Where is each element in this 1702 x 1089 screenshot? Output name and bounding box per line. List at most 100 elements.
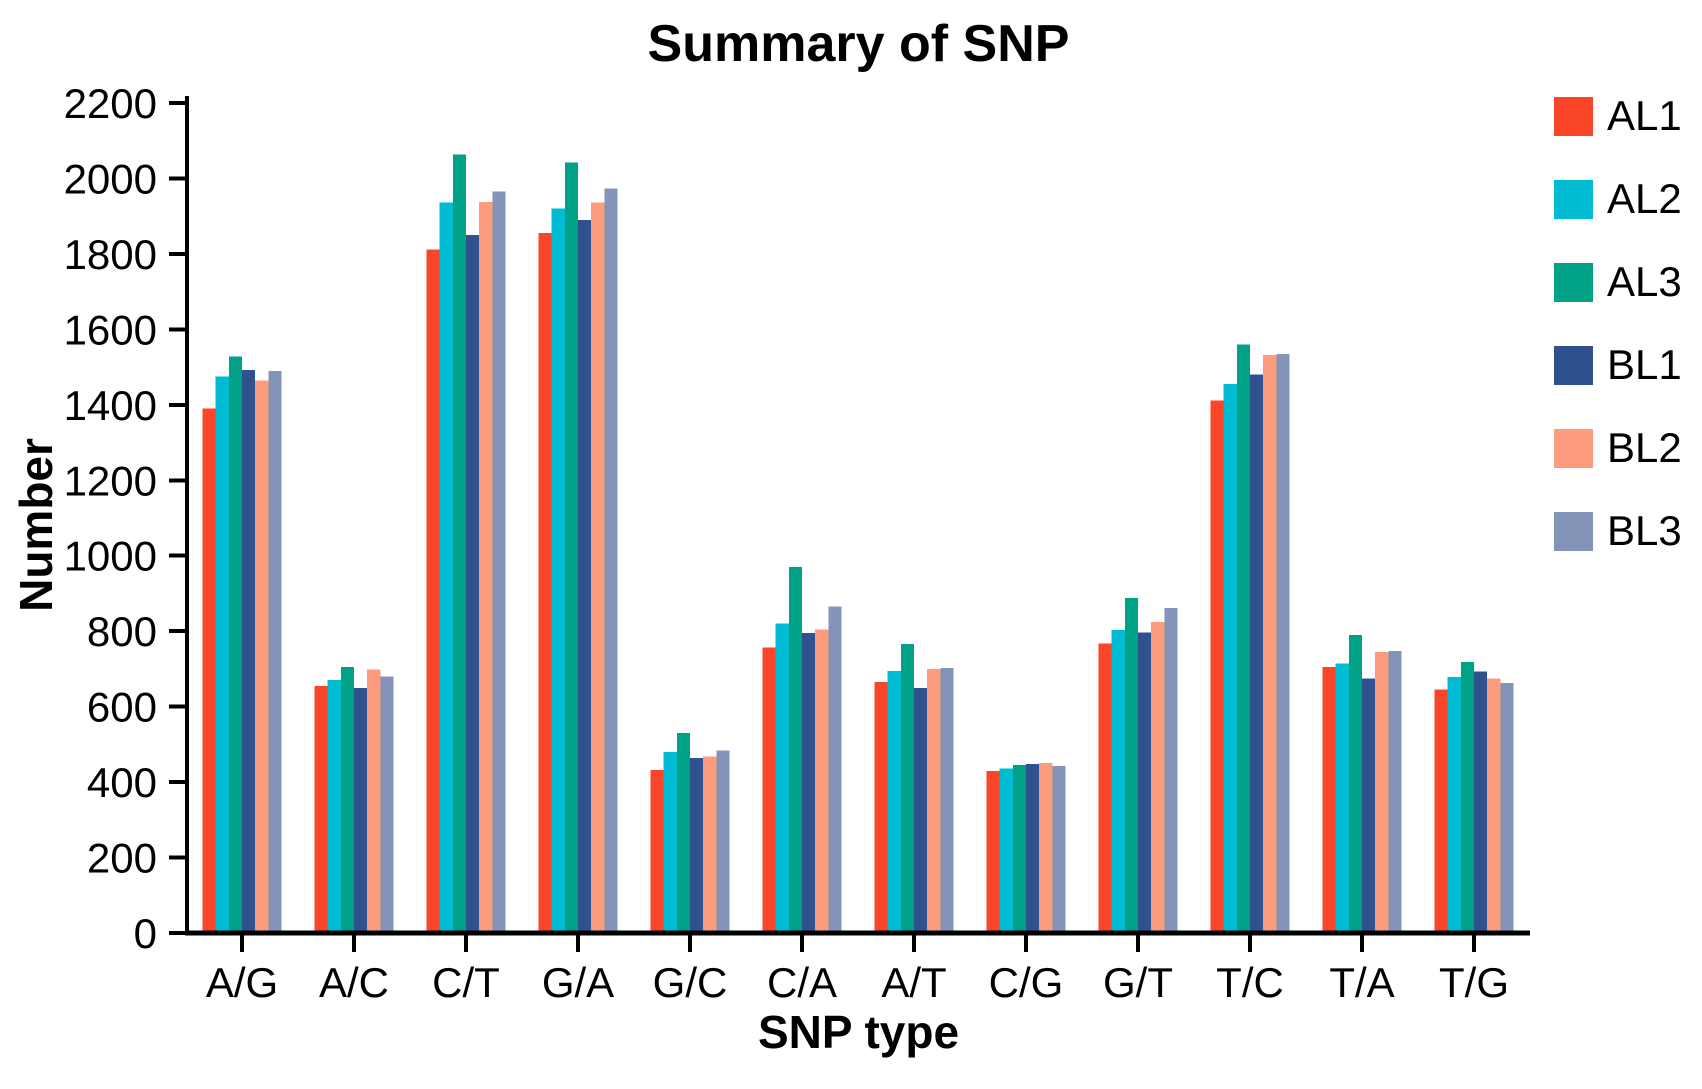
bar-BL2-AT (927, 668, 941, 933)
bar-AL2-CG (999, 768, 1013, 933)
x-tick-label: A/T (881, 959, 946, 1006)
bar-BL2-TA (1375, 651, 1389, 933)
y-tick-label: 2200 (64, 80, 157, 127)
bar-AL3-TC (1236, 344, 1250, 933)
bar-AL2-TA (1335, 663, 1349, 934)
x-tick-label: A/C (319, 959, 389, 1006)
bar-BL2-GC (703, 756, 717, 933)
legend-label-BL1: BL1 (1607, 341, 1682, 388)
bar-AL2-AT (887, 670, 901, 933)
bar-BL3-TG (1500, 683, 1514, 933)
bar-BL3-TA (1388, 650, 1402, 933)
legend-swatch-BL2 (1554, 429, 1593, 468)
legend-label-BL2: BL2 (1607, 424, 1682, 471)
bar-AL1-CT (426, 249, 440, 933)
bar-BL2-TG (1487, 678, 1501, 933)
bar-AL1-CG (986, 770, 1000, 933)
bar-BL1-CG (1026, 764, 1040, 933)
bar-AL1-AG (202, 408, 216, 934)
bar-AL2-GC (663, 751, 677, 933)
bar-AL1-TC (1210, 400, 1224, 933)
bar-BL3-CT (492, 191, 506, 934)
bar-AL1-TG (1434, 689, 1448, 933)
bar-BL2-CT (479, 202, 493, 933)
legend-label-BL3: BL3 (1607, 507, 1682, 554)
bar-BL1-CT (466, 235, 480, 933)
x-axis-title: SNP type (757, 1006, 960, 1058)
bar-AL2-CT (439, 202, 453, 934)
x-tick-label: G/C (653, 959, 728, 1006)
bar-BL3-AC (380, 676, 394, 933)
x-tick-label: C/A (767, 959, 837, 1006)
x-tick-label: C/T (432, 959, 500, 1006)
bar-BL1-GA (578, 220, 592, 933)
bar-AL2-TC (1223, 384, 1237, 934)
chart-title: Summary of SNP (647, 15, 1070, 73)
legend-swatch-AL2 (1554, 180, 1593, 219)
bar-AL3-AG (228, 356, 242, 933)
legend-swatch-AL3 (1554, 263, 1593, 302)
legend-swatch-AL1 (1554, 97, 1593, 136)
bar-AL1-AT (874, 682, 888, 933)
legend-swatch-BL3 (1554, 512, 1593, 551)
y-tick-label: 400 (87, 759, 157, 806)
bar-BL1-AC (354, 687, 368, 933)
bar-AL1-GA (538, 233, 552, 933)
bar-AL1-TA (1322, 667, 1336, 933)
legend-swatch-BL1 (1554, 346, 1593, 385)
bar-BL1-AG (242, 370, 256, 934)
bar-BL1-CA (802, 633, 816, 933)
bar-BL1-TG (1474, 671, 1488, 933)
bar-BL1-GC (690, 757, 704, 933)
bar-BL1-GT (1138, 632, 1152, 933)
y-tick-label: 1600 (64, 306, 157, 353)
y-tick-label: 200 (87, 835, 157, 882)
bar-AL1-AC (314, 685, 328, 933)
bar-BL3-CA (828, 606, 842, 933)
bar-AL2-AG (215, 376, 229, 933)
legend-label-AL2: AL2 (1607, 175, 1682, 222)
bar-BL1-AT (914, 687, 928, 933)
x-tick-label: G/T (1103, 959, 1173, 1006)
y-tick-label: 1200 (64, 457, 157, 504)
bar-AL3-AT (900, 644, 914, 933)
bar-AL2-CA (775, 623, 789, 933)
bar-AL3-CT (452, 154, 466, 933)
bar-AL2-GA (551, 208, 565, 934)
bar-BL2-AG (255, 380, 269, 933)
x-tick-label: C/G (989, 959, 1064, 1006)
bar-AL3-AC (340, 667, 354, 933)
bar-AL1-GT (1098, 643, 1112, 933)
bar-BL2-CG (1039, 763, 1053, 933)
bar-AL3-GC (676, 733, 690, 933)
bar-BL3-GC (716, 750, 730, 933)
x-tick-label: T/C (1216, 959, 1284, 1006)
bar-BL3-GA (604, 188, 618, 934)
bar-AL2-AC (327, 680, 341, 933)
bar-BL3-CG (1052, 765, 1066, 933)
y-tick-label: 1400 (64, 382, 157, 429)
y-tick-label: 800 (87, 608, 157, 655)
bar-AL3-GA (564, 162, 578, 934)
legend-label-AL1: AL1 (1607, 92, 1682, 139)
y-axis-title: Number (10, 438, 62, 612)
bar-BL2-TC (1263, 355, 1277, 933)
x-tick-label: T/A (1329, 959, 1394, 1006)
bar-BL3-GT (1164, 607, 1178, 933)
bar-BL2-GA (591, 202, 605, 934)
bar-BL1-TC (1250, 374, 1264, 934)
y-tick-label: 0 (134, 910, 157, 957)
legend-label-AL3: AL3 (1607, 258, 1682, 305)
bar-BL3-AG (268, 370, 282, 933)
bar-AL3-TG (1460, 662, 1474, 933)
bar-AL1-GC (650, 770, 664, 933)
bar-BL1-TA (1362, 678, 1376, 933)
bar-BL2-AC (367, 669, 381, 933)
y-tick-label: 1000 (64, 533, 157, 580)
bar-BL2-GT (1151, 621, 1165, 934)
bar-AL2-GT (1111, 630, 1125, 933)
bar-BL3-TC (1276, 353, 1290, 933)
bar-AL3-CG (1012, 765, 1026, 933)
